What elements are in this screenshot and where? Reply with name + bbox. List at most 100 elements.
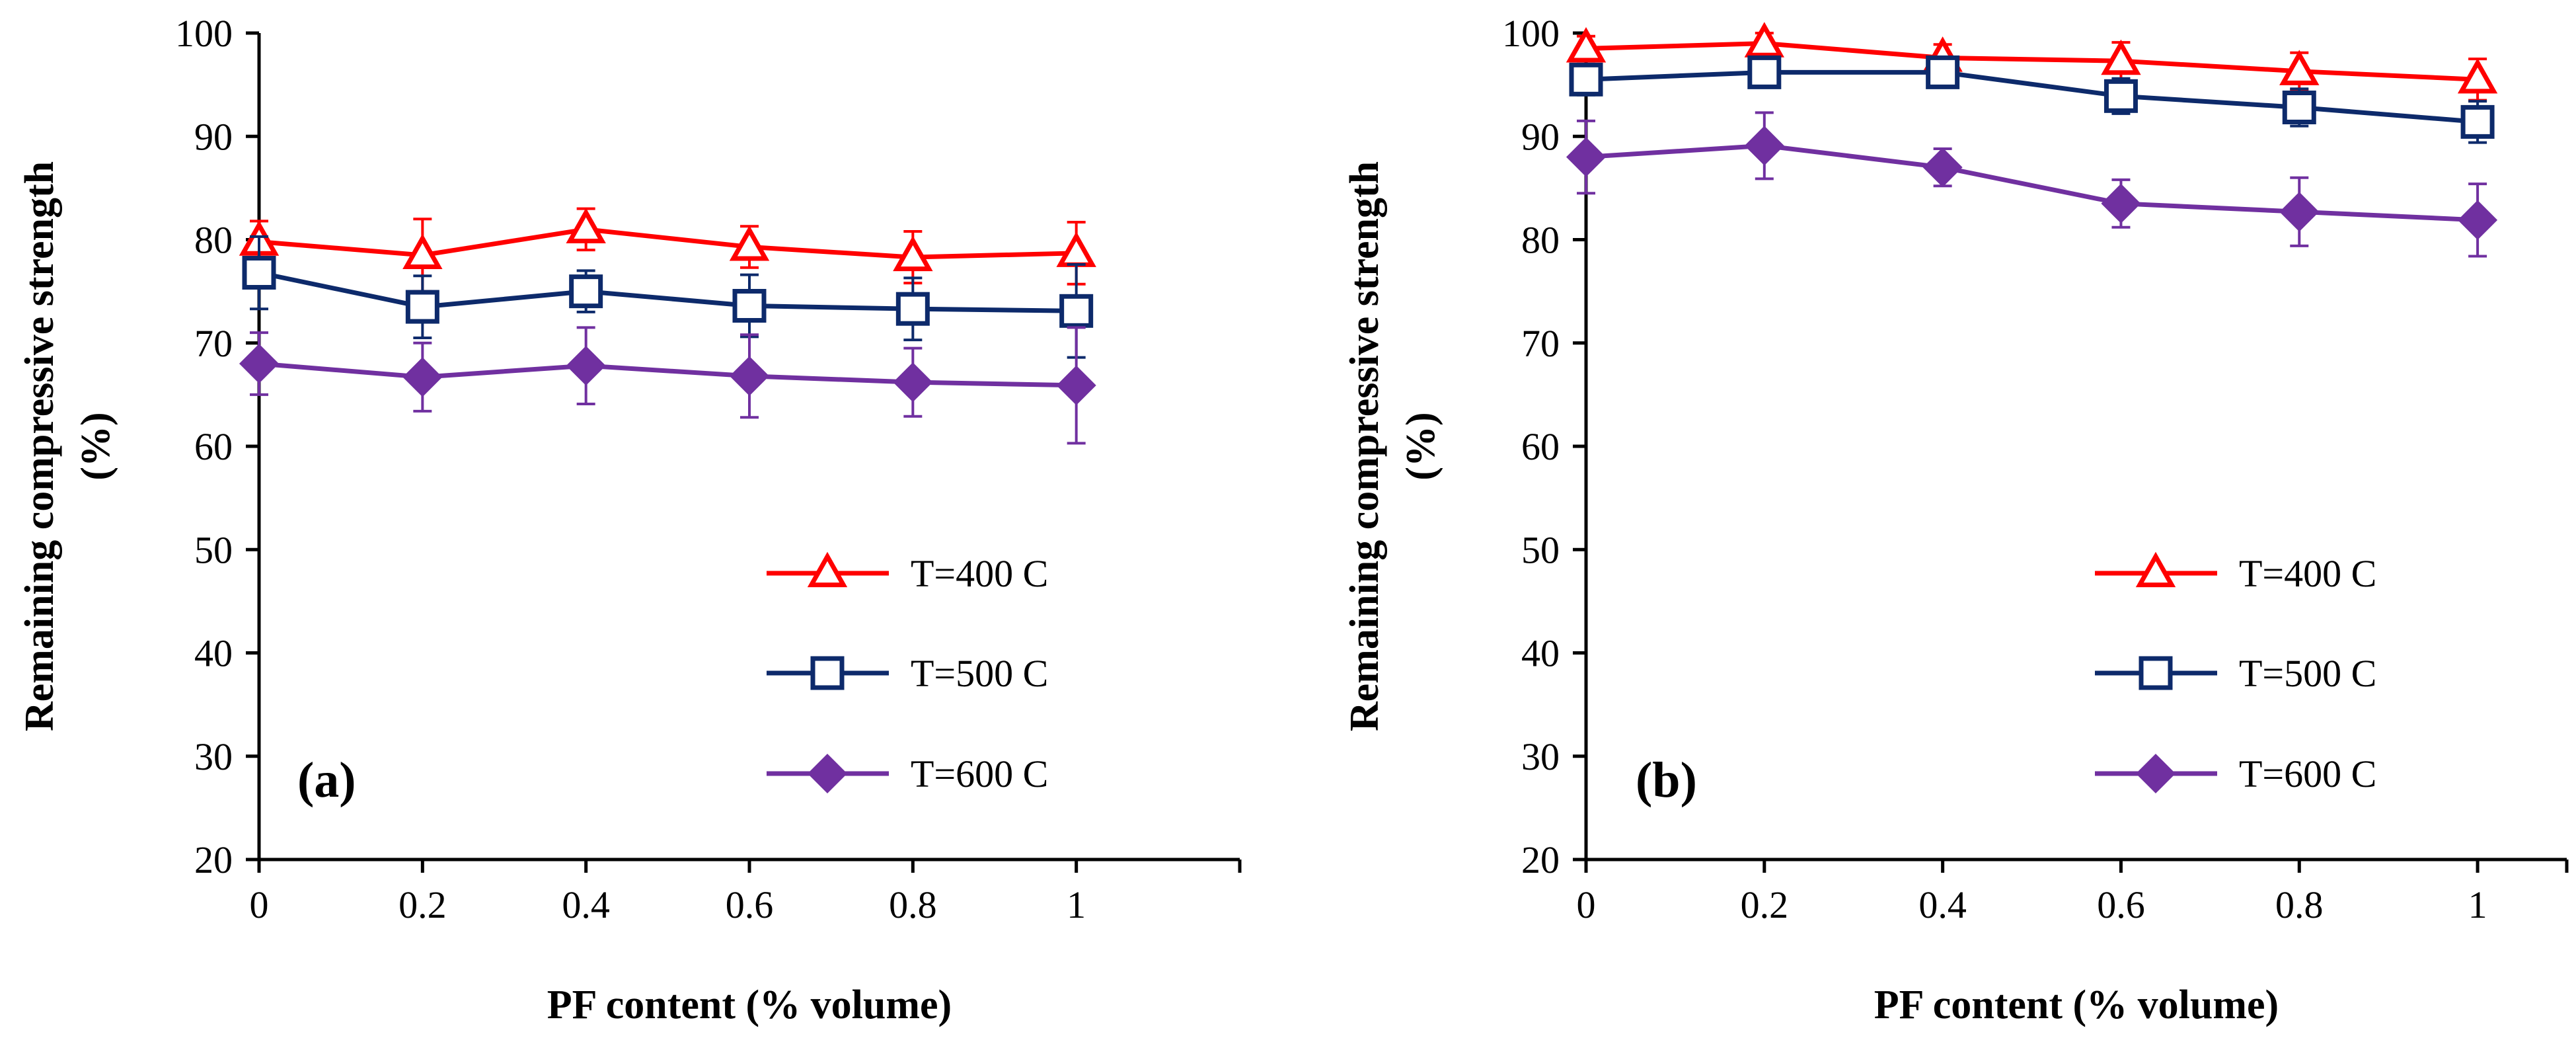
panel-b-series-600c-point [2458,200,2498,240]
panel-a-x-axis-title: PF content (% volume) [547,982,952,1027]
panel-a-y-tick-label: 100 [175,12,233,55]
panel-a-x-tick-label: 0 [250,883,269,926]
panel-a-series-600c-point [729,356,770,396]
panel-a-y-tick-label: 70 [194,322,233,365]
panel-a-series-600c-line [258,361,1077,388]
panel-b-y-tick-label: 20 [1521,838,1560,881]
panel-a-legend-marker [807,753,848,794]
panel-a-y-tick-label: 30 [194,735,233,778]
panel-b-series-400c-point [2457,58,2498,94]
panel-b-y-tick-label: 100 [1502,12,1560,55]
panel-a-y-tick-label: 60 [194,425,233,468]
panel-a-y-tick-label: 50 [194,528,233,571]
panel-b-series-500c-point [1569,62,1603,97]
panel-a-legend-marker [810,656,845,690]
panel-a-y-tick-label: 80 [194,219,233,262]
panel-a-legend-label: T=600 C [911,752,1048,795]
panel-a-series-600c-point [402,357,443,397]
panel-a-x-tick-label: 0.6 [726,883,774,926]
panel-b-y-tick-label: 80 [1521,219,1560,262]
panel-b-series-400c-point [2279,50,2320,85]
panel-b-legend-label: T=400 C [2239,552,2376,595]
panel-a-series-400c [239,207,1096,293]
panel-b-y-tick-label: 50 [1521,528,1560,571]
panel-b-x-tick-label: 0.6 [2097,883,2145,926]
panel-b-y-axis-title-unit: (%) [1398,412,1443,480]
panel-b-series-500c-point [2460,104,2495,139]
panel-a-series-600c-point [893,362,933,403]
panel-b-series-500c-point [1926,55,1960,89]
panel-b-legend-label: T=600 C [2239,752,2376,795]
panel-a-x-tick-label: 0.4 [562,883,610,926]
panel-a-x-tick-label: 0.2 [398,883,447,926]
panel-b-series-600c-point [2279,192,2320,232]
panel-a-series-400c-line [258,227,1077,260]
panel-a-y-tick-label: 40 [194,632,233,675]
panel-a-series-600c-point [239,343,280,384]
panel-b-y-tick-label: 60 [1521,425,1560,468]
panel-a-legend-label: T=400 C [911,552,1048,595]
panel-a-legend-label: T=500 C [911,652,1048,695]
panel-a-series-600c-point [566,346,606,386]
panel-a-x-tick-label: 1 [1067,883,1086,926]
panel-a-legend-entry: T=400 C [767,551,1048,595]
panel-b: 20 30 40 50 60 70 80 90 100 0 0.2 0.4 0.6 0.8 1 PF cont… [1342,12,2569,1027]
panel-a-series-400c-point [566,208,606,243]
panel-b-series-400c-point [1744,22,1785,58]
panel-a: 20 30 40 50 60 70 80 90 100 0 0.2 0.4 0.6 0.8 1 PF cont… [17,12,1242,1027]
panel-b-y-tick-label: 30 [1521,735,1560,778]
panel-b-series-500c-point [1747,55,1782,89]
panel-b-series-400c [1566,22,2498,102]
panel-b-y-tick-label: 90 [1521,115,1560,158]
panel-b-series-500c [1569,55,2495,144]
panel-b-x-tick-label: 0.8 [2275,883,2324,926]
panel-a-series-500c-point [732,289,767,323]
panel-a-legend-marker [807,551,848,588]
panel-b-y-axis-title: Remaining compressive strength [1342,161,1387,731]
panel-b-legend-entry: T=500 C [2095,652,2376,695]
panel-a-series-500c-point [405,290,439,324]
panel-a-series-500c-point [895,292,930,326]
panel-a-series-400c-point [402,233,443,270]
panel-b-series-600c-point [1922,147,1963,188]
panel-b-y-tick-label: 70 [1521,322,1560,365]
panel-a-y-tick-label: 20 [194,838,233,881]
panel-a-label: (a) [297,752,356,808]
panel-b-x-tick-label: 0 [1577,883,1596,926]
panel-b-label: (b) [1636,752,1697,808]
panel-b-series-500c-line [1585,69,2478,124]
panel-b-series-400c-point [2101,39,2141,75]
panel-a-legend-entry: T=600 C [767,752,1048,795]
panel-a-series-500c-point [1059,294,1094,328]
panel-b-legend-label: T=500 C [2239,652,2376,695]
panel-b-y-tick-label: 40 [1521,632,1560,675]
panel-b-series-600c [1566,111,2498,258]
panel-b-series-600c-point [1566,137,1607,177]
panel-b-x-axis-title: PF content (% volume) [1874,982,2279,1027]
panel-b-legend-marker [2135,753,2176,794]
panel-a-series-600c-point [1056,365,1096,405]
panel-b-legend-entry: T=600 C [2095,752,2376,795]
panel-a-y-tick-label: 90 [194,115,233,158]
panel-a-y-axis-title-unit: (%) [73,412,118,480]
panel-b-legend-marker [2139,656,2173,690]
panel-a-series-400c-point [893,235,933,272]
panel-b-series-400c-line [1585,41,2478,82]
panel-a-legend-entry: T=500 C [767,652,1048,695]
panel-a-series-400c-point [729,225,770,261]
panel-b-series-400c-point [1566,27,1607,63]
panel-b-x-tick-label: 0.4 [1918,883,1967,926]
panel-b-legend-marker [2135,551,2176,588]
panel-a-series-500c-point [569,274,603,309]
panel-b-series-500c-point [2103,79,2138,113]
panel-a-series-500c-line [258,270,1077,313]
panel-b-legend-entry: T=400 C [2095,551,2376,595]
panel-a-series-400c-point [1056,231,1096,267]
panel-a-y-axis-title: Remaining compressive strength [17,161,62,731]
panel-a-series-500c [242,235,1094,359]
panel-b-series-500c-point [2282,91,2316,124]
panel-a-x-tick-label: 0.8 [889,883,937,926]
panel-b-series-600c-point [2101,183,2141,223]
